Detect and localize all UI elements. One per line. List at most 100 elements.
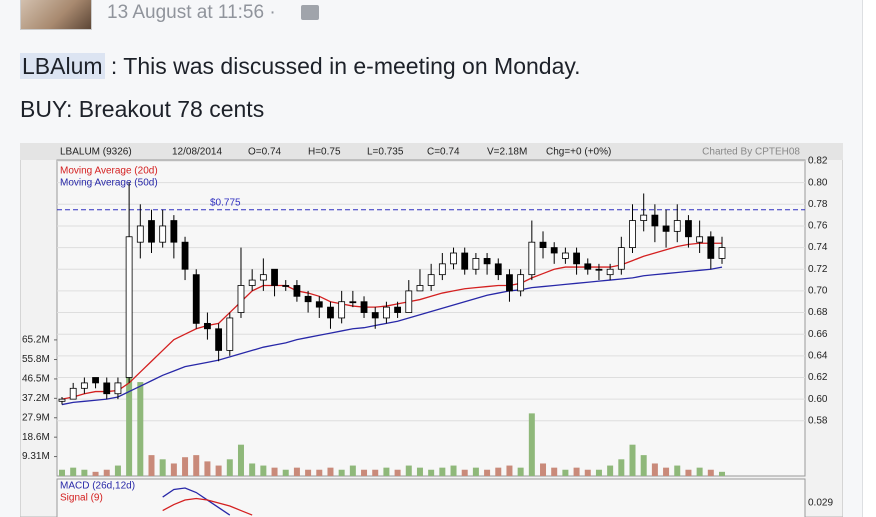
legend-entry: Moving Average (20d): [60, 166, 158, 177]
volume-bar: [495, 467, 502, 476]
legend-entry: Moving Average (50d): [60, 178, 158, 189]
volume-tick-label: 9.31M: [22, 451, 50, 462]
credit: Charted By CPTEH08: [702, 147, 800, 158]
macd-lines: [162, 487, 253, 516]
candle-body: [573, 252, 580, 265]
volume-bar: [103, 469, 110, 476]
volume-bar: [70, 467, 77, 476]
volume-bar: [383, 467, 390, 476]
candle-body: [304, 295, 312, 303]
candle-body: [550, 247, 558, 254]
volume-bar: [249, 463, 256, 476]
candle-body: [192, 274, 200, 324]
chart-info: C=0.74: [427, 147, 460, 158]
candle-body: [506, 274, 513, 292]
volume-bar: [618, 459, 625, 476]
macd-area: [56, 478, 806, 517]
audience-icon[interactable]: [301, 5, 319, 20]
volume-tick-label: 27.9M: [22, 412, 50, 423]
candle-body: [360, 301, 368, 313]
candle-body: [685, 220, 692, 238]
chart-info: Chg=+0 (+0%): [546, 147, 611, 158]
candle-body: [215, 328, 223, 351]
y-tick-label: 0.76: [808, 221, 828, 232]
candle-body: [338, 301, 346, 319]
candle-body: [226, 317, 234, 351]
macd-tick-label: 0.029: [808, 498, 833, 509]
volume-bar: [316, 469, 323, 476]
y-tick-label: 0.68: [808, 307, 828, 318]
candle-body: [159, 225, 167, 243]
candle-body: [461, 252, 469, 270]
volume-bar: [394, 469, 401, 476]
candle-body: [293, 285, 301, 297]
volume-bar: [148, 455, 155, 476]
volume-bar: [182, 457, 189, 476]
candle-body: [707, 236, 715, 259]
candle-body: [651, 214, 659, 227]
volume-bar: [92, 471, 99, 476]
volume-bar: [59, 469, 65, 476]
volume-bar: [372, 469, 379, 476]
guide-label: $0.775: [210, 197, 241, 208]
volume-bar: [450, 465, 457, 476]
message-line: BUY: Breakout 78 cents: [20, 96, 265, 122]
candle-body: [237, 285, 245, 313]
y-tick-label: 0.66: [808, 329, 828, 340]
candle-body: [517, 274, 525, 292]
candle-body: [427, 274, 435, 286]
candle-body: [617, 247, 625, 270]
timestamp[interactable]: 13 August at 11:56 ·: [107, 2, 276, 23]
y-tick-label: 0.60: [808, 394, 828, 405]
volume-bar: [81, 469, 88, 476]
volume-bar: [595, 469, 602, 476]
volume-bar: [170, 463, 177, 476]
candle-body: [114, 382, 122, 395]
volume-bar: [506, 465, 513, 476]
y-tick-label: 0.58: [808, 415, 828, 426]
candle-body: [595, 268, 603, 271]
candle-body: [349, 301, 357, 304]
candle-body: [718, 247, 726, 259]
candle-body: [483, 258, 491, 265]
chart-info: V=2.18M: [487, 147, 527, 158]
chart-title: LBALUM (9326): [60, 147, 132, 158]
candle-body: [136, 225, 144, 243]
volume-bar: [484, 469, 491, 476]
volume-bar: [114, 465, 121, 476]
volume-bar: [327, 467, 334, 476]
side-border: [862, 0, 876, 517]
volume-bar: [126, 309, 133, 476]
volume-tick-label: 18.6M: [22, 432, 50, 443]
macd-legend: MACD (26d,12d): [60, 481, 135, 492]
candle-body: [282, 285, 290, 287]
volume-bar: [137, 382, 144, 476]
volume-bar: [439, 467, 446, 476]
candle-body: [696, 236, 704, 243]
volume-bar: [204, 461, 211, 476]
volume-bar: [584, 469, 591, 476]
volume-bar: [551, 467, 558, 476]
stock-chart: LBALUM (9326) Charted By CPTEH08 12/08/2…: [20, 143, 843, 517]
candle-body: [259, 274, 267, 281]
volume-tick-label: 37.2M: [22, 393, 50, 404]
volume-bar: [416, 467, 423, 476]
candle-body: [416, 285, 424, 292]
candle-body: [494, 263, 502, 276]
avatar[interactable]: [20, 0, 92, 30]
y-tick-label: 0.74: [808, 242, 828, 253]
candle-body: [394, 306, 401, 313]
candle-body: [327, 306, 334, 319]
chart-header: [20, 143, 843, 160]
volume-tick-label: 65.2M: [22, 335, 50, 346]
macd-line: [162, 487, 231, 516]
volume-bar: [271, 467, 278, 476]
chart-info: L=0.735: [367, 147, 404, 158]
author-tag[interactable]: LBAlum: [20, 53, 105, 79]
candle-body: [92, 377, 99, 384]
candle-body: [450, 252, 457, 265]
volume-bar: [562, 469, 569, 476]
candle-body: [528, 241, 536, 276]
candle-body: [125, 236, 133, 378]
